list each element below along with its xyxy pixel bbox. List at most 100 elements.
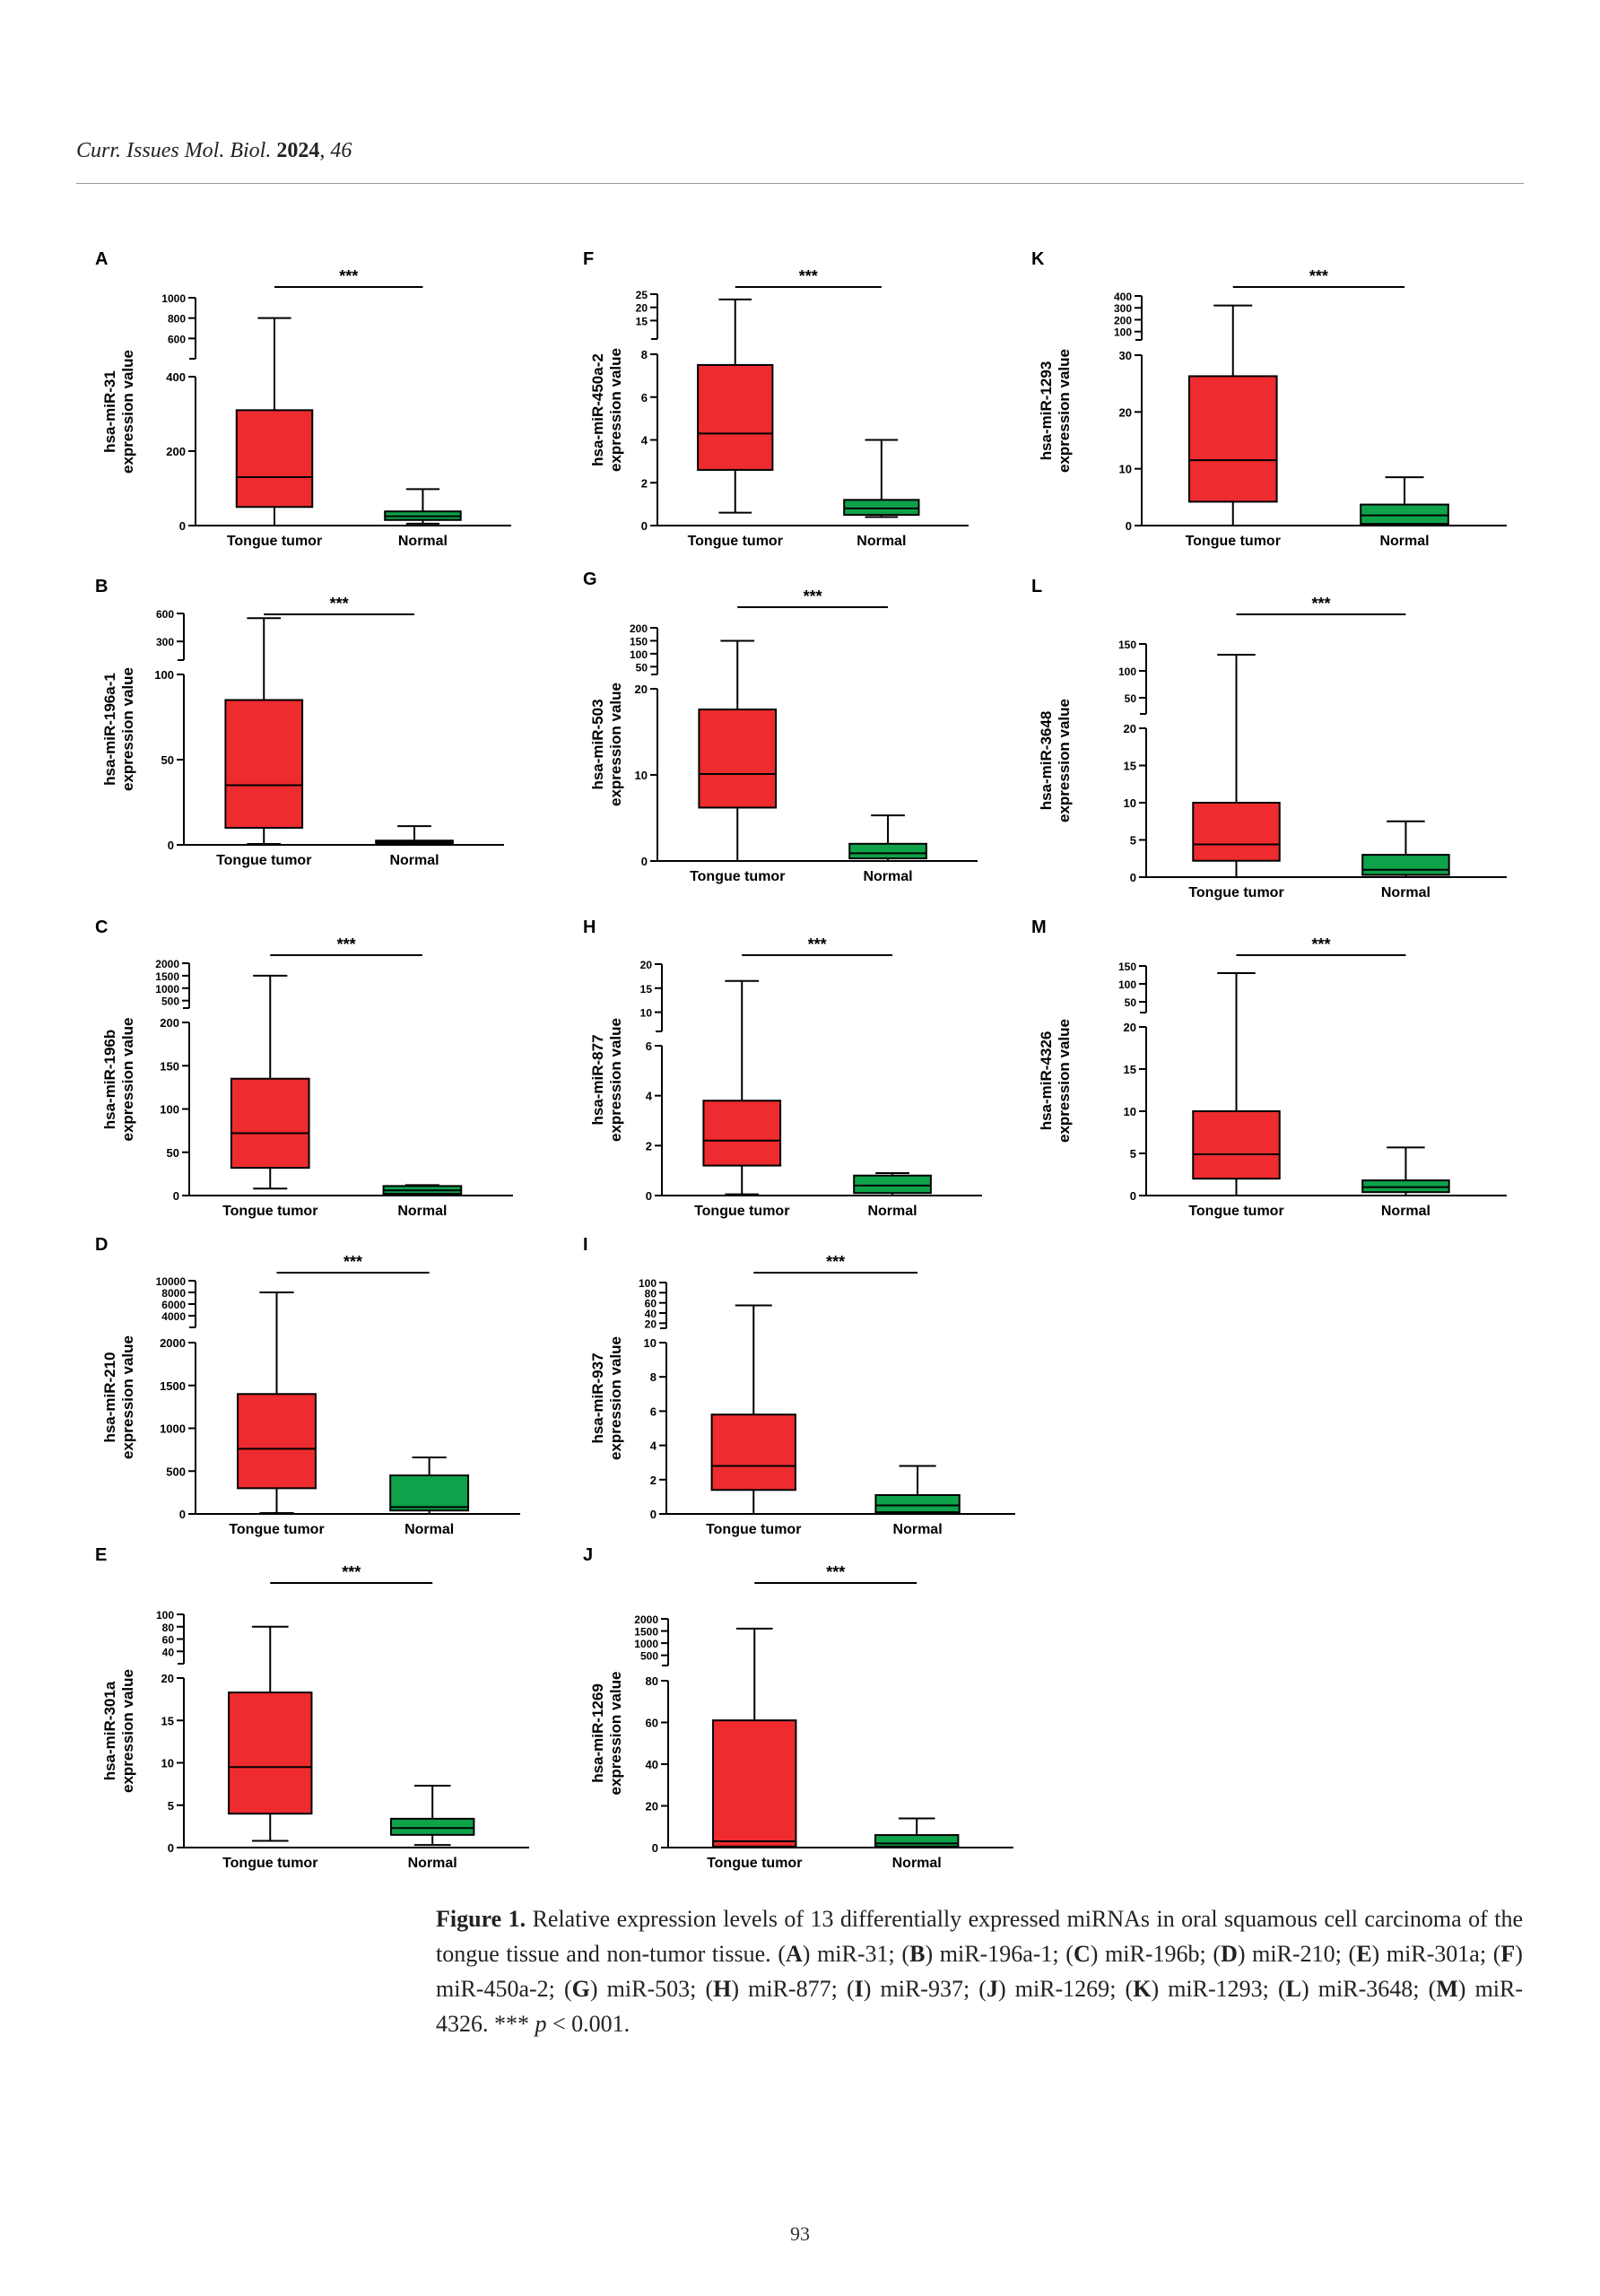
box-normal (1361, 820, 1450, 878)
y-tick-label: 10 (1119, 463, 1132, 476)
y-tick-label: 400 (166, 370, 186, 384)
y-tick-label: 0 (646, 1189, 652, 1203)
y-axis-label-line: hsa-miR-196b (101, 1030, 118, 1129)
panel-letter: I (583, 1235, 588, 1255)
y-tick-label: 4 (646, 1090, 653, 1103)
y-tick-label: 0 (650, 1508, 657, 1521)
box-iqr (698, 709, 778, 809)
figure-caption: Figure 1. Relative expression levels of … (436, 1901, 1523, 2041)
significance-stars: *** (804, 587, 822, 605)
box-tongue-tumor (1192, 654, 1281, 878)
y-tick-label: 100 (160, 1103, 179, 1117)
y-tick-label: 500 (640, 1650, 658, 1663)
y-tick-label: 20 (1124, 1021, 1136, 1034)
y-axis-label: hsa-miR-1269expression value (589, 1672, 624, 1796)
y-axis-label-line: expression value (607, 1336, 624, 1460)
box-tongue-tumor (710, 1304, 796, 1515)
y-tick-label: 2 (646, 1139, 652, 1152)
panel-letter: C (95, 918, 108, 937)
x-tick-label: Normal (857, 534, 906, 549)
caption-item-letter: B (909, 1941, 926, 1967)
caption-item: (I) miR-937; (846, 1976, 979, 2002)
y-tick-label: 60 (162, 1634, 175, 1647)
box-normal (375, 825, 454, 846)
y-tick-label: 1500 (155, 970, 179, 983)
y-tick-label: 20 (636, 302, 648, 315)
caption-item-text: ) miR-937 (863, 1976, 963, 2002)
y-axis-label-line: expression value (119, 667, 136, 791)
y-tick-label: 10 (640, 1007, 653, 1020)
y-axis-label-line: hsa-miR-503 (589, 699, 606, 789)
y-tick-label: 8 (650, 1370, 657, 1384)
y-tick-label: 300 (1114, 302, 1132, 315)
box-iqr (853, 1174, 932, 1195)
box-normal (1360, 476, 1449, 526)
y-axis-label-line: expression value (119, 1018, 136, 1142)
y-tick-label: 40 (162, 1646, 175, 1658)
y-tick-label: 5 (168, 1799, 174, 1813)
box-iqr (228, 1692, 313, 1815)
box-normal (853, 1171, 932, 1196)
y-tick-label: 15 (1124, 760, 1136, 773)
caption-items: (A) miR-31; (B) miR-196a-1; (C) miR-196b… (436, 1941, 1523, 2037)
y-axis-label-line: expression value (607, 1018, 624, 1142)
y-tick-label: 150 (1118, 961, 1136, 973)
y-axis-label-line: expression value (1056, 349, 1073, 473)
y-tick-label: 20 (640, 959, 653, 971)
y-tick-label: 0 (1130, 871, 1136, 884)
y-tick-label: 15 (1124, 1063, 1136, 1076)
caption-item: (F) miR-450a-2; (436, 1941, 1523, 2002)
y-tick-label: 100 (630, 648, 648, 661)
caption-item-text: ) miR-450a-2 (436, 1941, 1523, 2002)
y-axis-label: hsa-miR-3648expression value (1038, 699, 1073, 822)
caption-label: Figure 1. (436, 1906, 526, 1932)
panel-letter: E (95, 1545, 107, 1565)
caption-item-letter: J (986, 1976, 998, 2002)
y-tick-label: 200 (166, 445, 186, 458)
y-tick-label: 20 (1119, 405, 1132, 419)
box-iqr (235, 409, 314, 509)
y-tick-label: 0 (173, 1189, 179, 1203)
y-tick-label: 1500 (160, 1379, 186, 1393)
caption-item-text: ) miR-196a-1 (925, 1941, 1053, 1967)
y-axis-label-line: hsa-miR-196a-1 (101, 673, 118, 786)
y-tick-label: 4000 (161, 1310, 186, 1323)
panel-letter: J (583, 1545, 593, 1565)
box-tongue-tumor (228, 1625, 313, 1842)
y-tick-label: 50 (161, 753, 174, 767)
y-tick-label: 500 (161, 996, 179, 1008)
caption-item: (C) miR-196b; (1065, 1941, 1213, 1967)
caption-item: (B) miR-196a-1; (901, 1941, 1066, 1967)
y-tick-label: 40 (646, 1758, 658, 1771)
caption-item: (A) miR-31; (778, 1941, 902, 1967)
y-tick-label: 0 (179, 519, 186, 533)
box-iqr (389, 1474, 470, 1512)
box-normal (843, 439, 920, 518)
caption-note-p: p (535, 2011, 547, 2037)
y-tick-label: 10 (161, 1757, 174, 1770)
x-tick-label: Tongue tumor (694, 1204, 789, 1219)
y-tick-label: 0 (1130, 1189, 1136, 1203)
y-tick-label: 10 (635, 769, 648, 782)
y-tick-label: 20 (645, 1318, 657, 1330)
y-tick-label: 5 (1130, 1147, 1136, 1161)
y-tick-label: 30 (1119, 349, 1132, 362)
significance-stars: *** (799, 267, 818, 285)
y-tick-label: 6 (646, 1039, 652, 1053)
y-tick-label: 100 (154, 668, 174, 682)
y-axis-label: hsa-miR-4326expression value (1038, 1019, 1073, 1143)
box-iqr (1187, 375, 1278, 503)
box-iqr (1360, 503, 1449, 526)
y-tick-label: 60 (645, 1298, 657, 1310)
y-tick-label: 150 (1118, 639, 1136, 651)
x-tick-label: Tongue tumor (1188, 1204, 1283, 1219)
x-tick-label: Tongue tumor (1186, 534, 1281, 549)
y-tick-label: 2000 (160, 1336, 186, 1350)
y-tick-label: 20 (635, 683, 648, 696)
caption-item-letter: C (1073, 1941, 1091, 1967)
box-tongue-tumor (1192, 972, 1281, 1196)
box-iqr (224, 699, 304, 829)
